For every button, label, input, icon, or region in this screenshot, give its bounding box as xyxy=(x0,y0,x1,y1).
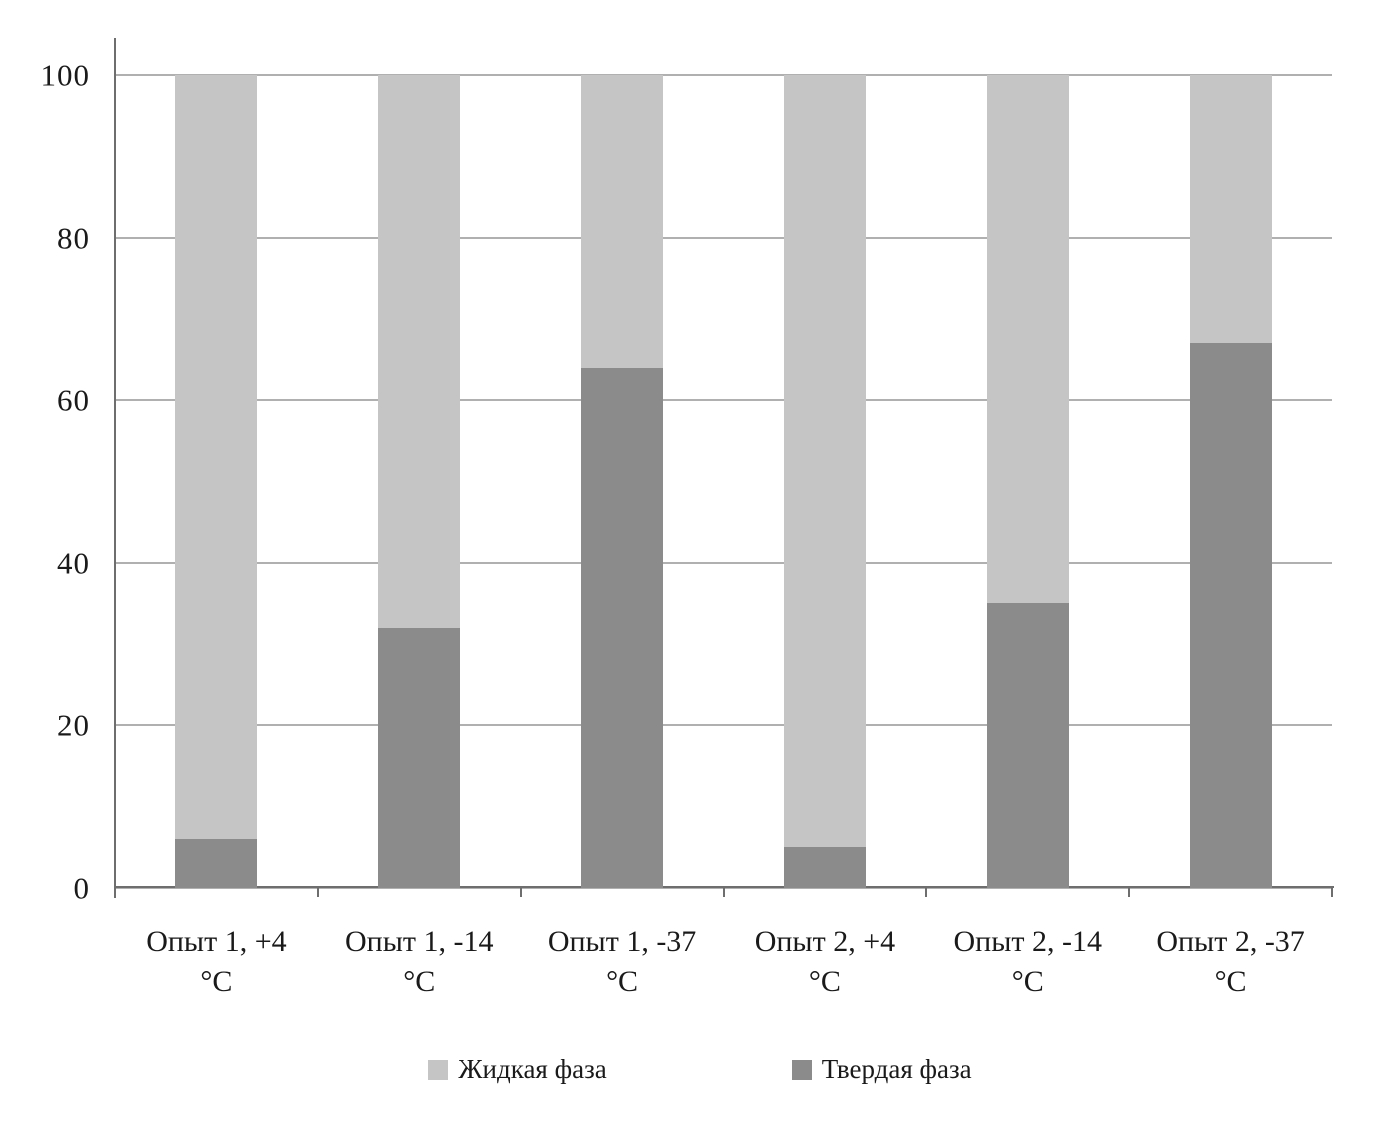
y-tick-label: 0 xyxy=(73,870,90,906)
segment-liquid-phase xyxy=(378,75,461,628)
segment-liquid-phase xyxy=(783,75,866,848)
segment-solid-phase xyxy=(175,839,258,888)
y-axis-line xyxy=(114,38,116,898)
x-category-label: Опыт 2, +4 °С xyxy=(754,925,896,998)
legend-swatch xyxy=(791,1059,812,1080)
x-axis-tick xyxy=(1128,888,1131,897)
segment-liquid-phase xyxy=(986,75,1069,604)
x-axis-ticks xyxy=(114,888,1333,898)
y-tick-label: 20 xyxy=(57,707,90,743)
y-tick-label: 60 xyxy=(57,382,90,418)
legend: Жидкая фаза Твердая фаза xyxy=(0,1056,1400,1083)
x-axis-line xyxy=(114,886,1334,888)
legend-item: Жидкая фаза xyxy=(428,1054,607,1084)
stacked-bar xyxy=(581,75,664,888)
y-tick-label: 40 xyxy=(57,545,90,581)
x-axis-tick xyxy=(114,888,116,897)
segment-solid-phase xyxy=(783,847,866,888)
stacked-bar xyxy=(1189,75,1272,888)
gridline xyxy=(115,399,1332,402)
x-axis-tick xyxy=(925,888,928,897)
legend-label: Жидкая фаза xyxy=(458,1054,607,1084)
gridline xyxy=(115,74,1332,76)
x-axis-tick xyxy=(316,888,319,897)
gridline xyxy=(115,236,1332,239)
x-category-label: Опыт 2, -37 °С xyxy=(1156,925,1305,998)
x-category-label: Опыт 1, -14 °С xyxy=(345,925,494,998)
y-tick-label: 100 xyxy=(40,57,90,93)
stacked-bar xyxy=(378,75,461,888)
stacked-bar xyxy=(986,75,1069,888)
x-axis-tick xyxy=(519,888,522,897)
x-category-label: Опыт 1, +4 °С xyxy=(146,925,287,998)
gridline xyxy=(115,561,1332,564)
segment-liquid-phase xyxy=(1189,75,1272,344)
x-category-label: Опыт 2, -14 °С xyxy=(953,925,1102,998)
bars-layer xyxy=(115,75,1332,888)
x-category-label: Опыт 1, -37 °С xyxy=(547,925,697,998)
gridline xyxy=(115,724,1332,727)
segment-solid-phase xyxy=(1189,343,1272,888)
segment-solid-phase xyxy=(378,627,461,888)
stacked-bar xyxy=(783,75,866,888)
x-axis-tick xyxy=(1331,888,1333,897)
plot-area xyxy=(115,74,1332,889)
stacked-bar xyxy=(175,75,258,888)
legend-label: Твердая фаза xyxy=(821,1054,972,1084)
y-axis-labels: 0 20 40 60 80 100 xyxy=(0,60,98,904)
segment-solid-phase xyxy=(986,603,1069,888)
x-axis-labels: Опыт 1, +4 °С Опыт 1, -14 °С Опыт 1, -37 °… xyxy=(115,922,1332,1012)
segment-liquid-phase xyxy=(581,75,664,368)
y-tick-label: 80 xyxy=(57,220,90,256)
segment-liquid-phase xyxy=(175,75,258,840)
legend-item: Твердая фаза xyxy=(791,1054,972,1084)
legend-swatch xyxy=(428,1059,449,1080)
segment-solid-phase xyxy=(581,367,664,888)
x-axis-tick xyxy=(722,888,725,897)
